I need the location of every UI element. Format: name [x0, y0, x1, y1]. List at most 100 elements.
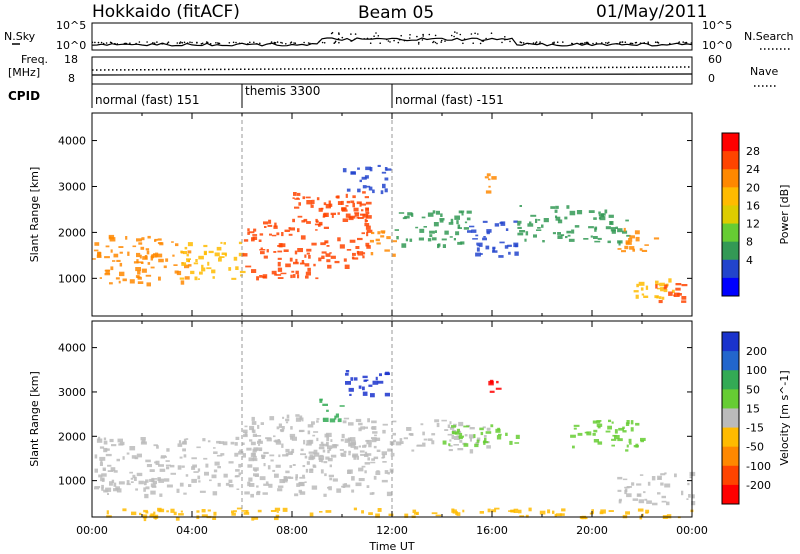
nsearch-point [129, 42, 131, 44]
power-cell [583, 238, 589, 240]
velocity-cell [158, 464, 164, 467]
nsearch-point [434, 41, 437, 44]
power-cell [330, 212, 336, 215]
power-cell [366, 185, 371, 188]
power-cell [147, 262, 151, 265]
power-cell [92, 258, 96, 260]
velocity-cell [251, 421, 257, 425]
velocity-cell [319, 511, 323, 513]
velocity-cell [622, 426, 625, 430]
velocity-cell [444, 429, 449, 431]
velocity-cell [645, 511, 649, 514]
nsearch-point [579, 42, 582, 45]
velocity-cell [617, 476, 623, 480]
velocity-cell [223, 473, 228, 478]
velocity-cell [269, 416, 275, 421]
y-tick-label: 1000 [58, 475, 86, 488]
velocity-cell [250, 441, 256, 446]
nsearch-point [91, 41, 94, 44]
velocity-cell [390, 452, 395, 457]
velocity-cell [360, 426, 365, 430]
velocity-cell [617, 489, 622, 492]
power-cell [629, 235, 635, 239]
power-cell [343, 258, 347, 262]
nsearch-point [318, 40, 321, 43]
nsearch-point [166, 42, 169, 45]
nsearch-point [462, 42, 464, 45]
velocity-cell [519, 515, 525, 518]
velocity-cell [96, 438, 103, 443]
power-cell [150, 256, 153, 261]
velocity-cell [322, 403, 328, 406]
velocity-cell [329, 477, 333, 481]
power-cell [671, 289, 675, 293]
nsearch-point [379, 42, 382, 44]
power-cell [492, 250, 498, 253]
velocity-cell [323, 493, 327, 497]
velocity-cell [107, 464, 112, 467]
power-cell [517, 223, 521, 226]
power-cell [609, 221, 613, 225]
velocity-cell [350, 377, 354, 381]
velocity-cell [103, 440, 108, 445]
power-cell [260, 251, 265, 255]
velocity-cell [145, 511, 149, 514]
power-cell [295, 258, 298, 264]
nsearch-point [532, 42, 535, 44]
velocity-cell [596, 423, 603, 427]
nsearch-point [228, 42, 231, 44]
velocity-cell [209, 479, 212, 482]
velocity-cell [453, 444, 459, 446]
velocity-cell [265, 481, 269, 485]
power-cell [110, 266, 114, 271]
velocity-cell [552, 510, 555, 514]
power-cell [641, 249, 648, 252]
velocity-cell [369, 492, 374, 495]
power-cell [437, 244, 440, 249]
velocity-cell [358, 427, 362, 432]
nave-label: Nave [750, 65, 778, 78]
velocity-cell [373, 456, 379, 460]
power-cell [405, 238, 408, 242]
power-cell [263, 221, 269, 225]
velocity-cell [597, 441, 603, 445]
power-cell [277, 257, 282, 260]
power-cell [132, 245, 137, 248]
power-cell [469, 225, 475, 228]
power-cell [456, 220, 459, 225]
power-cell [482, 237, 487, 241]
power-cell [354, 213, 360, 217]
velocity-cell [257, 440, 263, 444]
velocity-cell [486, 427, 491, 431]
velocity-cell [330, 454, 337, 458]
nsearch-point [682, 41, 684, 43]
velocity-cell [241, 510, 247, 512]
power-cell [186, 258, 191, 260]
velocity-cell [274, 439, 280, 443]
power-cell [673, 294, 676, 297]
velocity-cell [277, 488, 283, 492]
power-cell [318, 207, 323, 212]
power-cell [366, 232, 369, 237]
velocity-cell [459, 432, 463, 436]
velocity-cell [299, 476, 306, 479]
nsearch-point [481, 40, 484, 42]
nsky-tick-low: 10^0 [56, 39, 86, 52]
nsearch-point [639, 42, 642, 44]
nsearch-point [350, 33, 352, 35]
nave-tick-low: 0 [708, 72, 715, 85]
velocity-cell [196, 510, 200, 513]
velocity-cell [411, 449, 415, 452]
power-cell [588, 226, 594, 229]
colorbar-label: -100 [746, 460, 771, 473]
velocity-cell [173, 511, 177, 516]
power-cell [326, 259, 331, 263]
power-cell [427, 212, 434, 217]
velocity-cell [292, 464, 296, 466]
velocity-cell [386, 491, 393, 497]
power-cell [274, 222, 277, 227]
power-cell [326, 245, 330, 247]
power-cell [460, 241, 465, 245]
velocity-cell [473, 434, 476, 438]
power-cell [494, 223, 500, 227]
